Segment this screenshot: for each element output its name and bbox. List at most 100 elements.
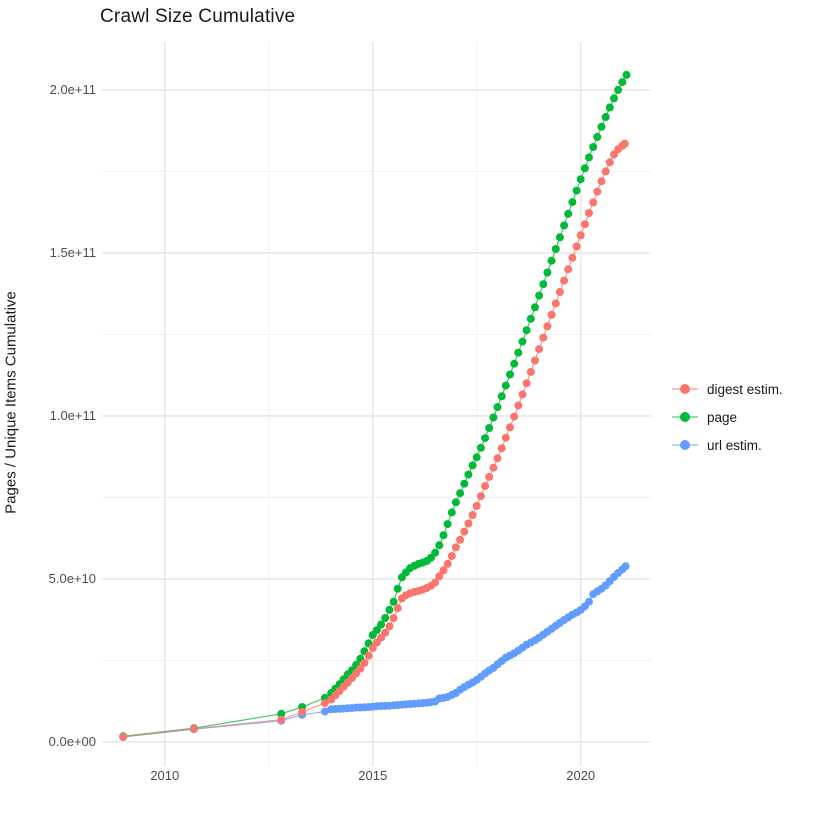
data-point — [456, 535, 465, 544]
legend-item: digest estim. — [672, 380, 783, 398]
data-point — [514, 401, 523, 410]
data-point — [620, 139, 629, 148]
data-point — [435, 541, 444, 550]
data-point — [481, 434, 490, 443]
data-point — [501, 381, 510, 390]
data-point — [514, 348, 523, 357]
data-point — [622, 70, 631, 79]
data-point — [485, 424, 494, 432]
data-point — [510, 359, 519, 368]
data-point — [618, 78, 627, 87]
data-point — [119, 732, 128, 741]
data-point — [597, 122, 606, 131]
legend: digest estim. page url estim. — [672, 380, 783, 454]
legend-item: page — [672, 408, 783, 426]
data-point — [605, 158, 614, 167]
data-point — [539, 333, 548, 342]
data-point — [506, 423, 514, 432]
data-point — [497, 392, 506, 401]
series-url-estim — [119, 562, 630, 741]
data-point — [543, 268, 552, 277]
y-tick-label: 1.0e+11 — [49, 407, 96, 423]
data-point — [489, 413, 498, 422]
data-point — [531, 303, 539, 312]
data-point — [564, 209, 573, 218]
data-point — [464, 519, 473, 528]
data-point — [451, 543, 460, 552]
data-point — [610, 94, 618, 103]
data-point — [535, 291, 544, 300]
data-point — [439, 531, 448, 540]
data-point — [385, 605, 394, 614]
data-point — [364, 651, 373, 660]
data-point — [576, 231, 585, 240]
data-point — [277, 715, 286, 724]
y-tick-label: 2.0e+11 — [49, 81, 96, 97]
data-point — [621, 562, 630, 571]
data-point — [547, 310, 556, 319]
legend-key-icon — [672, 380, 698, 398]
data-point — [518, 337, 527, 346]
data-point — [576, 175, 585, 184]
data-point — [189, 724, 198, 733]
data-point — [564, 265, 573, 274]
data-point — [443, 520, 452, 529]
data-point — [555, 288, 564, 296]
data-point — [393, 604, 402, 613]
data-point — [377, 620, 386, 629]
data-point — [389, 614, 398, 622]
legend-label: digest estim. — [707, 381, 783, 397]
data-point — [389, 597, 398, 606]
data-point — [451, 498, 460, 507]
data-point — [476, 443, 485, 452]
data-point — [506, 370, 514, 379]
data-point — [447, 508, 456, 517]
data-point — [368, 644, 377, 652]
data-point — [601, 167, 610, 176]
data-point — [472, 453, 481, 462]
legend-key-icon — [672, 408, 698, 426]
legend-item: url estim. — [672, 436, 783, 454]
data-point — [381, 614, 390, 622]
legend-key-dot — [680, 384, 690, 394]
data-point — [393, 584, 402, 593]
data-point — [539, 280, 548, 289]
data-point — [593, 132, 602, 141]
data-point — [468, 461, 477, 470]
data-point — [568, 198, 577, 207]
y-axis-title: Pages / Unique Items Cumulative — [2, 291, 20, 514]
data-point — [493, 403, 502, 412]
chart-svg — [102, 42, 651, 766]
data-point — [439, 566, 448, 575]
data-point — [431, 548, 440, 557]
data-point — [320, 699, 329, 708]
data-point — [535, 345, 544, 354]
series-page — [119, 70, 631, 741]
data-point — [589, 198, 598, 207]
data-point — [485, 472, 494, 481]
data-point — [435, 572, 444, 581]
data-point — [360, 659, 369, 667]
data-point — [585, 209, 593, 218]
data-point — [497, 444, 506, 453]
data-point — [589, 143, 598, 151]
data-point — [447, 552, 456, 561]
data-point — [585, 597, 593, 606]
data-point — [443, 559, 452, 568]
data-point — [472, 501, 481, 510]
data-point — [585, 153, 593, 162]
legend-key-dot — [680, 412, 690, 422]
legend-label: page — [707, 409, 738, 425]
data-point — [614, 85, 623, 94]
data-point — [551, 299, 560, 308]
data-point — [476, 492, 485, 501]
data-point — [464, 470, 473, 479]
data-point — [277, 709, 286, 718]
data-point — [522, 379, 531, 388]
data-point — [522, 326, 531, 335]
data-point — [456, 489, 465, 498]
data-point — [468, 511, 477, 519]
data-point — [526, 314, 535, 323]
data-point — [547, 256, 556, 265]
